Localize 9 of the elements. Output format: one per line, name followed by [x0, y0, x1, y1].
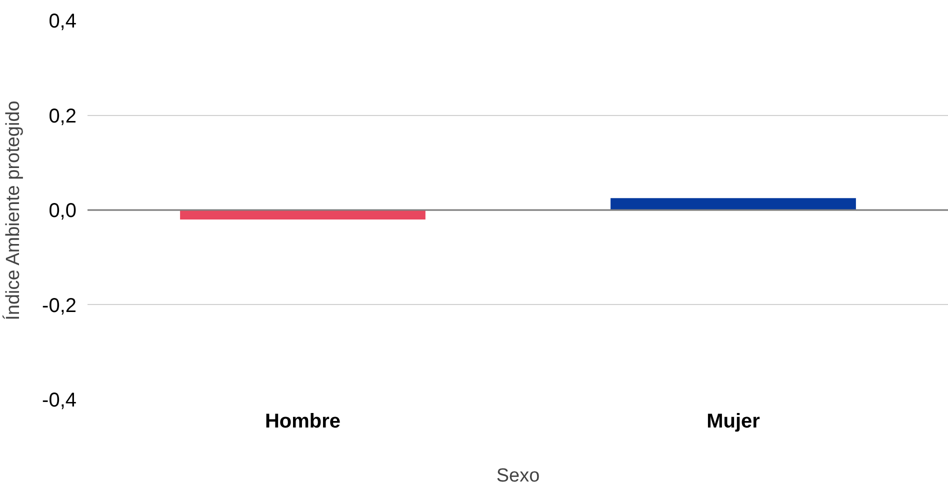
- x-tick-label: Mujer: [706, 410, 760, 432]
- y-tick-label: -0,2: [42, 294, 77, 317]
- y-tick-label: 0,0: [48, 200, 77, 222]
- y-tick-label: 0,4: [48, 10, 77, 32]
- y-axis-title: Índice Ambiente protegido: [2, 100, 24, 320]
- x-axis-title: Sexo: [496, 466, 540, 486]
- x-tick-label: Hombre: [264, 410, 341, 432]
- y-tick-label: -0,4: [42, 390, 77, 412]
- y-tick-label: 0,2: [48, 105, 77, 128]
